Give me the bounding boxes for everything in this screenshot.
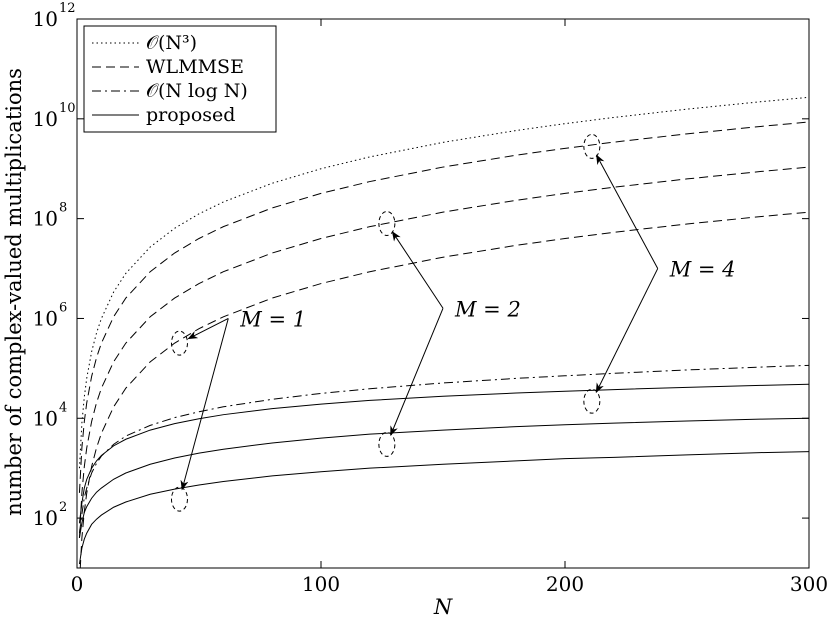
series-line-0	[78, 96, 809, 469]
annotation-label: M = 4	[669, 258, 736, 282]
y-tick-label: 10	[33, 506, 58, 530]
annotation-ellipse	[378, 431, 396, 457]
series-line-4	[78, 364, 809, 534]
series-layer	[78, 96, 809, 568]
y-tick-exponent: 10	[59, 101, 76, 116]
series-line-3	[79, 211, 809, 568]
y-tick-label: 10	[33, 306, 58, 330]
annotation-ellipse	[583, 133, 601, 159]
legend-label: WLMMSE	[146, 56, 244, 78]
annotation-ellipse	[170, 486, 188, 512]
y-tick-label: 10	[33, 207, 58, 231]
annotation-arrow	[595, 268, 659, 394]
y-tick-exponent: 8	[59, 201, 67, 216]
series-line-2	[78, 166, 809, 538]
y-tick-exponent: 2	[59, 500, 67, 515]
x-tick-label: 0	[71, 572, 84, 596]
y-tick-exponent: 6	[59, 300, 67, 315]
plot-frame	[76, 18, 810, 569]
annotation-arrow	[391, 230, 444, 309]
x-tick-label: 200	[546, 572, 584, 596]
x-axis-title: N	[433, 595, 453, 619]
annotation-arrow	[180, 318, 229, 491]
x-tick-label: 300	[790, 572, 828, 596]
annotation-arrow	[596, 154, 659, 269]
y-tick-exponent: 4	[59, 400, 67, 415]
y-tick-exponent: 12	[59, 1, 76, 16]
annotation-ellipse	[378, 210, 396, 236]
annotation-label: M = 2	[454, 297, 521, 321]
series-line-6	[78, 417, 809, 539]
annotation-arrow	[390, 308, 444, 437]
x-tick-label: 100	[302, 572, 340, 596]
annotation-ellipse	[170, 330, 188, 356]
y-tick-label: 10	[33, 107, 58, 131]
annotation-ellipse	[583, 388, 601, 414]
legend-label: 𝒪(N³)	[146, 32, 197, 54]
legend-box	[83, 25, 277, 133]
annotation-arrow	[187, 318, 229, 340]
y-axis-title: number of complex-valued multiplications	[2, 68, 26, 516]
series-line-5	[78, 383, 809, 523]
y-tick-label: 10	[33, 7, 58, 31]
annotation-layer: M = 1 M = 2 M = 4	[170, 133, 736, 512]
legend-label: proposed	[146, 104, 235, 126]
series-line-7	[78, 451, 809, 565]
x-axis: 0 100 200 300	[71, 19, 828, 596]
legend-label: 𝒪(N log N)	[146, 80, 248, 102]
annotation-label: M = 1	[239, 307, 306, 331]
series-line-1	[78, 121, 809, 493]
y-tick-label: 10	[33, 406, 58, 430]
